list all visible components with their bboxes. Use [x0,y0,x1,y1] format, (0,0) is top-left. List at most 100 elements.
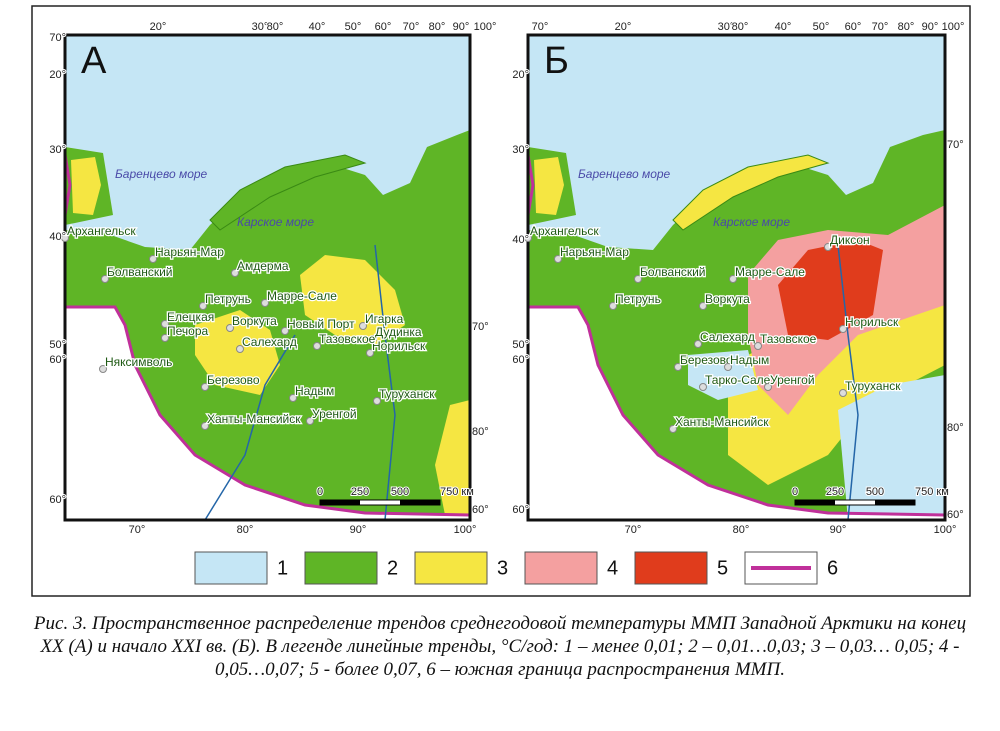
latitude-label: 60° [512,504,529,516]
unfrozen-area [65,307,470,520]
latitude-label: 60° [472,504,489,516]
city-dot [729,275,737,283]
longitude-label: 60° [845,21,862,33]
latitude-label: 60° [512,354,529,366]
city-dot [359,322,367,330]
figure-frame [31,5,971,597]
city-label: Надым [295,384,334,398]
city-dot [201,383,209,391]
longitude-label: 80° [429,21,446,33]
city-dot [261,299,269,307]
city-label: Норильск [845,315,899,329]
scale-label: 750 км [440,486,474,498]
city-dot [289,394,297,402]
sea-label: Баренцево море [578,167,671,181]
longitude-label: 90° [350,524,367,536]
permafrost-boundary [65,154,72,216]
longitude-label: 70° [872,21,889,33]
city-dot [699,302,707,310]
longitude-label: 90° [922,21,939,33]
city-label: Тазовское [319,332,376,346]
legend-label: 6 [827,557,838,579]
city-dot [366,349,374,357]
city-label: Тазовское [760,332,817,346]
city-dot [554,255,562,263]
city-dot [149,255,157,263]
scale-bar [400,500,440,505]
sea-label: Карское море [237,215,314,229]
city-label: Архангельск [530,224,599,238]
legend-swatch [634,551,708,585]
city-label: Диксон [830,233,870,247]
map-panel-a [65,35,470,520]
city-dot [313,342,321,350]
city-dot [824,243,832,251]
city-label: Тарко-Сале [705,373,771,387]
city-dot [764,383,772,391]
zone-3 [195,310,280,395]
scale-label: 250 [351,486,369,498]
caption: Рис. 3. Пространственное распределение т… [33,613,967,680]
city-label: Салехард [242,335,297,349]
city-dot [231,269,239,277]
legend-swatch [524,551,598,585]
latitude-label: 70° [49,32,66,44]
longitude-label: 30° [252,21,269,33]
city-label: Надым [730,353,769,367]
city-label: Елецкая [167,310,214,324]
island [672,154,830,231]
city-dot [199,302,207,310]
city-label: Печора [167,324,209,338]
latitude-label: 30° [49,144,66,156]
scale-bar [795,500,835,505]
longitude-label: 70° [403,21,420,33]
permafrost-boundary [528,305,945,517]
scale-label: 500 [391,486,409,498]
panel-letter: Б [544,40,569,82]
latitude-label: 60° [49,354,66,366]
sea-label: Баренцево море [115,167,208,181]
latitude-label: 20° [49,69,66,81]
legend-label: 5 [717,557,728,579]
city-label: Туруханск [379,387,435,401]
city-dot [201,422,209,430]
city-dot [634,275,642,283]
city-dot [61,234,69,242]
city-dot [373,397,381,405]
city-label: Игарка [365,312,404,326]
legend-label: 1 [277,557,288,579]
city-dot [669,425,677,433]
city-dot [754,342,762,350]
city-dot [524,234,532,242]
zone-3 [435,400,470,520]
longitude-label: 50° [345,21,362,33]
latitude-label: 50° [49,339,66,351]
city-dot [724,363,732,371]
city-label: Березово [680,353,733,367]
zone-3 [534,157,564,215]
scale-label: 0 [317,486,323,498]
longitude-label: 20° [150,21,167,33]
legend-swatch [414,551,488,585]
city-label: Петрунь [615,292,661,306]
latitude-label: 60° [947,509,964,521]
city-dot [281,327,289,335]
city-label: Петрунь [205,292,251,306]
island [209,154,367,231]
longitude-label: 80° [898,21,915,33]
legend-swatch [304,551,378,585]
city-label: Воркута [705,292,750,306]
permafrost-boundary [65,305,470,517]
latitude-label: 80° [472,426,489,438]
city-dot [839,389,847,397]
panel-letter: А [81,40,107,82]
longitude-label: 50° [813,21,830,33]
scale-label: 0 [792,486,798,498]
city-label: Нарьян-Мар [560,245,629,259]
longitude-label: 90° [830,524,847,536]
city-dot [369,335,377,343]
latitude-label: 70° [947,139,964,151]
city-label: Ханты-Мансийск [675,415,769,429]
unfrozen-area [528,307,945,520]
longitude-label: 80° [732,21,749,33]
